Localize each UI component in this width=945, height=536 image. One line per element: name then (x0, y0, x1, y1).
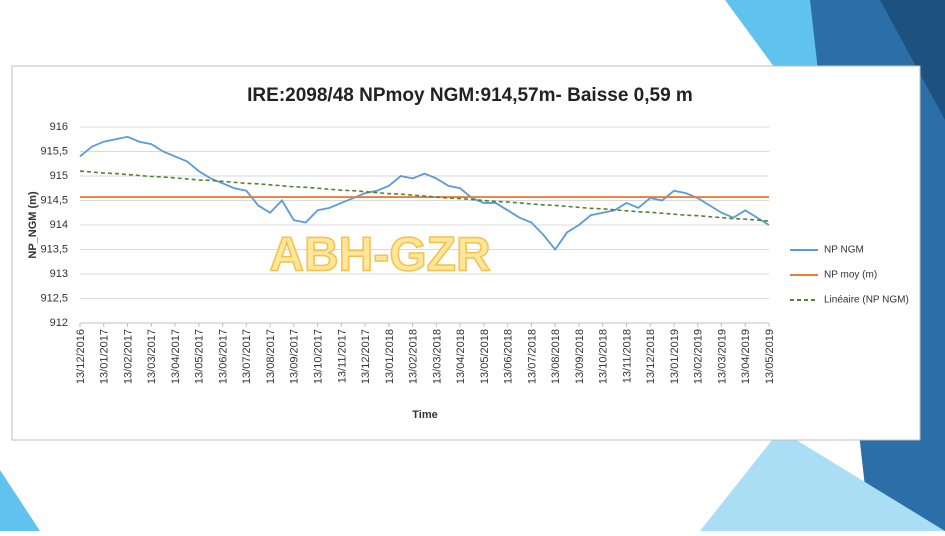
x-tick-label: 13/11/2018 (621, 329, 633, 383)
x-tick-label: 13/07/2017 (241, 329, 253, 384)
x-tick-label: 13/01/2019 (669, 329, 681, 384)
y-axis-label: NP_NGM (m) (27, 191, 39, 259)
x-tick-label: 13/06/2018 (503, 329, 515, 384)
y-tick-label: 913,5 (40, 243, 68, 255)
y-tick-label: 914,5 (40, 194, 68, 206)
decor (880, 0, 945, 120)
legend-label: Linéaire (NP NGM) (824, 295, 909, 306)
x-axis-label: Time (412, 409, 437, 421)
x-tick-label: 13/03/2019 (716, 329, 728, 384)
x-tick-label: 13/07/2018 (526, 329, 538, 384)
y-tick-label: 914 (50, 219, 68, 231)
x-tick-label: 13/06/2017 (217, 329, 229, 384)
x-tick-label: 13/05/2017 (194, 329, 206, 384)
y-tick-label: 913 (50, 268, 68, 280)
y-tick-label: 915 (50, 170, 68, 182)
legend-label: NP NGM (824, 245, 864, 256)
x-tick-label: 13/08/2018 (550, 329, 562, 384)
y-tick-label: 916 (50, 121, 68, 133)
series-line (79, 170, 770, 222)
x-tick-label: 13/02/2019 (693, 329, 705, 384)
chart-title: IRE:2098/48 NPmoy NGM:914,57m- Baisse 0,… (247, 85, 693, 106)
x-tick-label: 13/09/2018 (574, 329, 586, 384)
x-tick-label: 13/09/2017 (289, 329, 301, 384)
x-tick-label: 13/02/2018 (408, 329, 420, 384)
series-line (79, 135, 770, 252)
decor (0, 470, 40, 531)
y-tick-label: 912,5 (40, 292, 68, 304)
x-tick-label: 13/05/2019 (764, 329, 776, 384)
x-tick-label: 13/10/2017 (312, 329, 324, 384)
x-tick-label: 13/10/2018 (598, 329, 610, 384)
watermark: ABH-GZR (269, 229, 490, 282)
decor (700, 430, 945, 531)
x-tick-label: 13/11/2017 (336, 329, 348, 383)
x-tick-label: 13/04/2017 (170, 329, 182, 384)
x-tick-label: 13/12/2018 (645, 329, 657, 384)
y-tick-label: 912 (50, 317, 68, 329)
x-tick-label: 13/03/2018 (431, 329, 443, 384)
x-tick-label: 13/04/2018 (455, 329, 467, 384)
x-tick-label: 13/12/2017 (360, 329, 372, 384)
x-tick-label: 13/01/2017 (99, 329, 111, 384)
legend-label: NP moy (m) (824, 270, 877, 281)
chart-frame (11, 65, 921, 441)
y-tick-label: 915,5 (40, 145, 68, 157)
x-tick-label: 13/02/2017 (122, 329, 134, 384)
x-tick-label: 13/05/2018 (479, 329, 491, 384)
x-tick-label: 13/01/2018 (384, 329, 396, 384)
x-tick-label: 13/04/2019 (740, 329, 752, 384)
x-tick-label: 13/12/2016 (75, 329, 87, 384)
x-tick-label: 13/03/2017 (146, 329, 158, 384)
x-tick-label: 13/08/2017 (265, 329, 277, 384)
